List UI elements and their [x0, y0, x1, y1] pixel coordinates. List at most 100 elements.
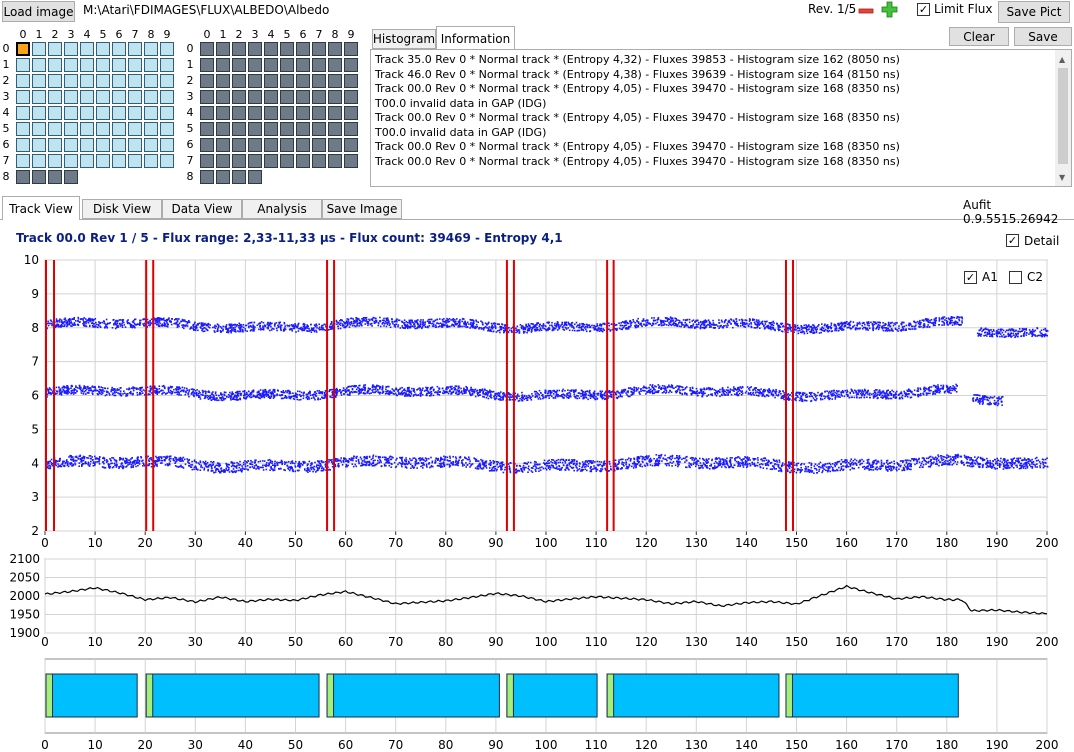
scroll-thumb[interactable]: [1058, 68, 1068, 164]
track-cell[interactable]: [48, 170, 62, 184]
track-cell[interactable]: [48, 74, 62, 88]
track-cell[interactable]: [48, 122, 62, 136]
track-cell[interactable]: [96, 138, 110, 152]
track-cell[interactable]: [112, 42, 126, 56]
track-cell[interactable]: [128, 58, 142, 72]
track-cell[interactable]: [216, 170, 230, 184]
track-cell[interactable]: [328, 138, 342, 152]
track-cell[interactable]: [296, 58, 310, 72]
track-cell[interactable]: [200, 122, 214, 136]
track-cell[interactable]: [312, 58, 326, 72]
track-cell[interactable]: [80, 58, 94, 72]
scroll-down-icon[interactable]: ▼: [1059, 173, 1066, 182]
track-cell[interactable]: [128, 122, 142, 136]
track-cell[interactable]: [232, 106, 246, 120]
track-cell[interactable]: [264, 138, 278, 152]
track-cell[interactable]: [160, 90, 174, 104]
track-cell[interactable]: [160, 122, 174, 136]
track-cell[interactable]: [216, 42, 230, 56]
track-cell[interactable]: [64, 90, 78, 104]
track-cell[interactable]: [128, 42, 142, 56]
track-cell[interactable]: [16, 74, 30, 88]
track-cell[interactable]: [144, 154, 158, 168]
track-cell[interactable]: [16, 42, 30, 56]
track-cell[interactable]: [96, 154, 110, 168]
track-cell[interactable]: [96, 106, 110, 120]
track-cell[interactable]: [264, 58, 278, 72]
track-cell[interactable]: [200, 58, 214, 72]
track-cell[interactable]: [112, 122, 126, 136]
track-cell[interactable]: [128, 138, 142, 152]
track-cell[interactable]: [16, 58, 30, 72]
tab-histogram[interactable]: Histogram: [372, 29, 436, 49]
track-cell[interactable]: [248, 170, 262, 184]
track-cell[interactable]: [16, 170, 30, 184]
track-cell[interactable]: [160, 74, 174, 88]
track-cell[interactable]: [296, 90, 310, 104]
track-cell[interactable]: [80, 122, 94, 136]
track-cell[interactable]: [312, 74, 326, 88]
track-cell[interactable]: [48, 90, 62, 104]
track-cell[interactable]: [64, 42, 78, 56]
plus-icon[interactable]: [881, 1, 898, 18]
track-cell[interactable]: [16, 106, 30, 120]
track-cell[interactable]: [344, 42, 358, 56]
track-cell[interactable]: [48, 42, 62, 56]
track-cell[interactable]: [200, 170, 214, 184]
track-cell[interactable]: [280, 138, 294, 152]
track-cell[interactable]: [48, 58, 62, 72]
track-cell[interactable]: [328, 42, 342, 56]
track-cell[interactable]: [248, 58, 262, 72]
track-cell[interactable]: [96, 58, 110, 72]
track-cell[interactable]: [128, 106, 142, 120]
track-cell[interactable]: [344, 154, 358, 168]
detail-checkbox[interactable]: ✓: [1006, 234, 1019, 247]
track-cell[interactable]: [232, 42, 246, 56]
track-cell[interactable]: [160, 106, 174, 120]
track-cell[interactable]: [32, 58, 46, 72]
track-cell[interactable]: [344, 138, 358, 152]
track-cell[interactable]: [32, 90, 46, 104]
track-cell[interactable]: [64, 74, 78, 88]
track-cell[interactable]: [232, 138, 246, 152]
track-cell[interactable]: [312, 122, 326, 136]
track-cell[interactable]: [128, 90, 142, 104]
track-cell[interactable]: [48, 106, 62, 120]
track-cell[interactable]: [16, 90, 30, 104]
load-image-button[interactable]: Load image: [2, 1, 75, 22]
track-cell[interactable]: [248, 122, 262, 136]
track-cell[interactable]: [216, 138, 230, 152]
track-cell[interactable]: [296, 154, 310, 168]
track-cell[interactable]: [80, 106, 94, 120]
track-cell[interactable]: [328, 74, 342, 88]
track-cell[interactable]: [296, 122, 310, 136]
track-cell[interactable]: [64, 138, 78, 152]
track-cell[interactable]: [280, 90, 294, 104]
track-cell[interactable]: [64, 122, 78, 136]
track-cell[interactable]: [144, 74, 158, 88]
track-cell[interactable]: [16, 138, 30, 152]
track-cell[interactable]: [200, 106, 214, 120]
track-cell[interactable]: [96, 122, 110, 136]
track-cell[interactable]: [296, 74, 310, 88]
track-cell[interactable]: [248, 42, 262, 56]
track-cell[interactable]: [232, 58, 246, 72]
track-cell[interactable]: [280, 58, 294, 72]
track-cell[interactable]: [312, 138, 326, 152]
tab-data-view[interactable]: Data View: [162, 199, 242, 219]
track-cell[interactable]: [160, 138, 174, 152]
info-log-box[interactable]: Track 35.0 Rev 0 * Normal track * (Entro…: [370, 49, 1072, 187]
track-cell[interactable]: [296, 42, 310, 56]
track-cell[interactable]: [144, 58, 158, 72]
track-cell[interactable]: [280, 154, 294, 168]
track-cell[interactable]: [312, 42, 326, 56]
track-cell[interactable]: [216, 106, 230, 120]
track-cell[interactable]: [280, 74, 294, 88]
track-cell[interactable]: [32, 74, 46, 88]
track-cell[interactable]: [264, 122, 278, 136]
track-cell[interactable]: [312, 90, 326, 104]
track-cell[interactable]: [312, 106, 326, 120]
track-cell[interactable]: [32, 154, 46, 168]
track-cell[interactable]: [144, 90, 158, 104]
track-cell[interactable]: [16, 154, 30, 168]
